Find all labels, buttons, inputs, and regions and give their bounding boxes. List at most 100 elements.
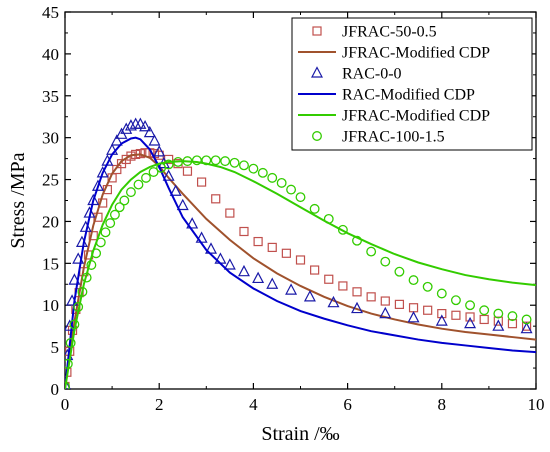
data-point: [114, 202, 125, 213]
x-tick-label: 8: [438, 395, 447, 414]
x-tick-label: 6: [343, 395, 352, 414]
data-point: [252, 271, 265, 284]
data-point: [286, 184, 297, 195]
data-point: [69, 319, 80, 330]
data-point: [324, 274, 334, 284]
data-point: [65, 381, 70, 389]
data-point: [169, 184, 182, 196]
data-point: [119, 195, 130, 206]
data-point: [109, 209, 120, 220]
data-point: [91, 179, 104, 191]
data-point: [521, 314, 532, 325]
data-point: [135, 148, 145, 159]
series-line: [65, 136, 536, 389]
data-point: [65, 378, 71, 389]
data-point: [88, 231, 98, 241]
legend-label: JFRAC-Modified CDP: [342, 108, 490, 125]
data-point: [133, 179, 144, 190]
data-point: [507, 319, 518, 329]
data-point: [110, 134, 123, 146]
x-tick-label: 0: [61, 395, 70, 414]
data-point: [352, 235, 362, 246]
legend-label: JFRAC-50-0.5: [342, 24, 437, 41]
data-point: [295, 192, 306, 203]
data-point: [366, 246, 377, 257]
data-point: [436, 288, 447, 299]
data-point: [337, 224, 348, 235]
data-point: [507, 311, 518, 322]
data-point: [267, 242, 277, 253]
data-point: [479, 314, 489, 325]
data-point: [380, 296, 390, 306]
data-point: [465, 312, 475, 322]
data-point: [465, 300, 476, 311]
y-tick-label: 15: [42, 254, 59, 273]
data-point: [126, 151, 136, 161]
y-tick-label: 25: [42, 171, 59, 190]
data-point: [153, 145, 166, 157]
data-point: [237, 264, 250, 277]
data-point: [351, 301, 364, 314]
data-point: [520, 321, 533, 334]
data-point: [143, 125, 156, 138]
data-point: [96, 166, 109, 178]
data-point: [408, 303, 419, 313]
x-tick-label: 4: [249, 395, 258, 414]
data-point: [173, 157, 183, 167]
data-point: [380, 256, 391, 267]
y-tick-label: 35: [42, 87, 59, 106]
data-point: [65, 358, 73, 369]
data-point: [139, 119, 152, 132]
data-point: [214, 252, 227, 264]
data-point: [493, 308, 504, 319]
data-point: [148, 167, 159, 177]
data-point: [422, 281, 433, 292]
data-point: [162, 169, 175, 181]
series-5: [65, 155, 532, 389]
y-tick-label: 20: [42, 212, 59, 231]
data-point: [239, 160, 249, 171]
y-tick-label: 0: [51, 380, 60, 399]
data-point: [323, 213, 334, 224]
data-point: [73, 301, 84, 312]
data-point: [225, 208, 235, 218]
data-point: [303, 290, 316, 302]
series-1: [65, 153, 536, 389]
series-0: [65, 148, 532, 389]
data-point: [201, 155, 212, 166]
data-point: [492, 319, 505, 331]
data-point: [176, 198, 189, 211]
legend-label: JFRAC-Modified CDP: [342, 45, 490, 62]
data-point: [257, 167, 268, 178]
legend-box: [291, 17, 533, 151]
data-point: [295, 255, 306, 265]
data-point: [98, 198, 108, 208]
y-tick-label: 30: [42, 129, 59, 148]
data-point: [134, 117, 147, 129]
data-point: [281, 248, 291, 258]
data-point: [86, 260, 97, 270]
data-point: [352, 287, 362, 297]
data-point: [327, 295, 340, 308]
data-point: [407, 311, 420, 323]
data-point: [310, 265, 320, 275]
data-point: [148, 134, 161, 146]
series-4: [65, 160, 536, 389]
data-point: [366, 292, 376, 302]
y-axis-title: Stress /MPa: [7, 152, 29, 248]
data-point: [248, 163, 259, 174]
y-tick-label: 45: [42, 3, 59, 22]
data-point: [239, 226, 249, 237]
data-point: [124, 119, 137, 131]
data-point: [285, 283, 298, 295]
data-point: [182, 166, 193, 176]
legend-label: RAC-Modified CDP: [342, 87, 475, 104]
x-tick-label: 2: [155, 395, 164, 414]
data-point: [95, 237, 106, 248]
data-point: [394, 266, 405, 277]
data-point: [191, 155, 202, 166]
data-point: [408, 275, 419, 286]
data-point: [479, 305, 490, 316]
legend-marker-swatch: [312, 131, 322, 141]
data-point: [437, 309, 447, 319]
